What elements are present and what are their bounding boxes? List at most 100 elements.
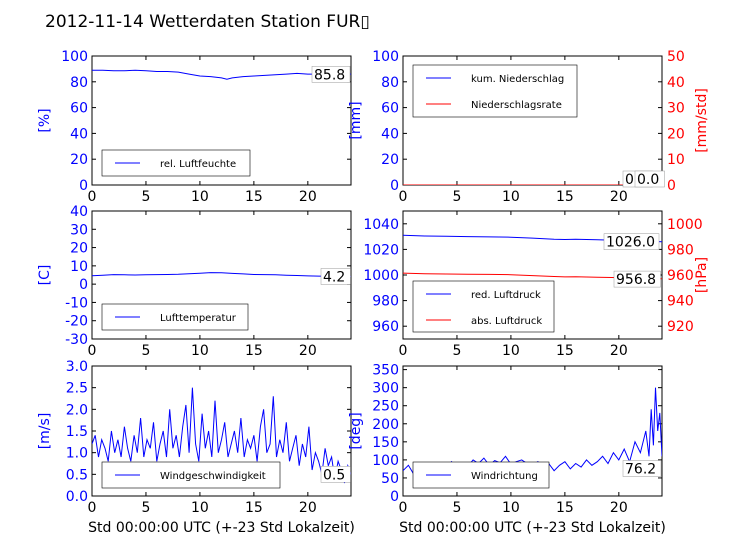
y-axis-label: [mm] xyxy=(348,101,364,139)
plot-frame xyxy=(91,55,352,186)
y-tick-label: 1040 xyxy=(363,217,399,233)
y-tick-label: -20 xyxy=(65,314,88,330)
value-label: 76.2 xyxy=(625,461,656,477)
y-tick-label: 2.0 xyxy=(66,402,88,418)
x-tick-label: 20 xyxy=(610,343,628,359)
x-tick-label: 15 xyxy=(556,500,574,516)
legend-entry: red. Luftdruck xyxy=(471,290,541,301)
y-right-axis-label: [mm/std] xyxy=(694,88,710,153)
y-tick-label: 1020 xyxy=(363,242,399,258)
x-tick-label: 10 xyxy=(502,343,520,359)
y-axis-label: [%] xyxy=(37,108,53,132)
x-axis-label: Std 00:00:00 UTC (+-23 Std Lokalzeit) xyxy=(399,520,666,536)
x-tick-label: 0 xyxy=(399,343,408,359)
value-label: 85.8 xyxy=(314,67,345,83)
x-tick-label: 0 xyxy=(399,500,408,516)
y-right-tick-label: 1000 xyxy=(667,217,703,233)
plot-frame xyxy=(402,365,663,497)
panel-pressure: 0 5 10 15 20 960 980 1000 1020 1040 920 940 960 980 10… xyxy=(363,210,710,359)
y-tick-label: 0.0 xyxy=(66,489,88,505)
y-tick-label: -30 xyxy=(65,332,88,348)
y-tick-label: 350 xyxy=(372,363,399,379)
series-line-humidity-0 xyxy=(92,69,351,80)
y-axis-label: [C] xyxy=(37,265,53,286)
value-label-box xyxy=(622,460,662,477)
value-label: 4.2 xyxy=(323,269,345,285)
y-right-tick-label: 30 xyxy=(667,101,685,117)
y-tick-label: 20 xyxy=(381,152,399,168)
x-tick-label: 20 xyxy=(299,343,317,359)
y-tick-label: 0.5 xyxy=(66,467,88,483)
y-tick-label: 0 xyxy=(79,277,88,293)
y-tick-label: 80 xyxy=(70,75,88,91)
legend-box xyxy=(412,64,578,118)
y-tick-label: 100 xyxy=(61,49,88,65)
x-tick-label: 15 xyxy=(245,343,263,359)
x-tick-label: 5 xyxy=(452,189,461,205)
y-tick-label: 150 xyxy=(372,435,399,451)
x-tick-label: 15 xyxy=(245,189,263,205)
y-right-tick-label: 980 xyxy=(667,242,694,258)
series-line-temperature-0 xyxy=(92,272,351,277)
y-tick-label: 0 xyxy=(79,178,88,194)
y-tick-label: 0 xyxy=(390,178,399,194)
y-tick-label: 40 xyxy=(381,126,399,142)
x-tick-label: 10 xyxy=(191,189,209,205)
y-tick-label: 3.0 xyxy=(66,359,88,375)
y-tick-label: 60 xyxy=(381,101,399,117)
legend-entry: kum. Niederschlag xyxy=(471,74,564,85)
value-label-box xyxy=(634,170,665,188)
y-right-tick-label: 10 xyxy=(667,152,685,168)
x-tick-label: 15 xyxy=(556,189,574,205)
x-tick-label: 10 xyxy=(191,500,209,516)
legend-entry: Lufttemperatur xyxy=(160,313,237,324)
y-tick-label: 50 xyxy=(381,471,399,487)
x-tick-label: 15 xyxy=(245,500,263,516)
y-right-tick-label: 40 xyxy=(667,75,685,91)
y-right-axis-label: [hPa] xyxy=(694,257,710,293)
y-tick-label: 100 xyxy=(372,453,399,469)
y-tick-label: 40 xyxy=(70,126,88,142)
legend-entry: Windrichtung xyxy=(471,471,538,482)
value-label-box xyxy=(311,66,351,83)
y-right-tick-label: 20 xyxy=(667,126,685,142)
value-label-box xyxy=(320,268,351,285)
panel-precipitation: 0 5 10 15 20 0 20 40 60 80 100 0 10 20 30 40 50 [mm] [mm/s… xyxy=(348,49,710,205)
value-label-box xyxy=(603,233,660,250)
x-tick-label: 5 xyxy=(141,189,150,205)
x-axis-label: Std 00:00:00 UTC (+-23 Std Lokalzeit) xyxy=(88,520,355,536)
legend-entry: Niederschlagsrate xyxy=(471,100,562,111)
y-tick-label: 1.5 xyxy=(66,424,88,440)
x-tick-label: 5 xyxy=(452,500,461,516)
x-tick-label: 5 xyxy=(141,343,150,359)
y-right-tick-label: 960 xyxy=(667,268,694,284)
y-right-tick-label: 0 xyxy=(667,178,676,194)
series-line-windspeed-0 xyxy=(92,387,351,484)
value-label: 1026.0 xyxy=(606,235,655,251)
x-tick-label: 10 xyxy=(502,500,520,516)
value-label-box xyxy=(320,466,351,483)
value-label: 0.0 xyxy=(637,172,659,188)
x-tick-label: 15 xyxy=(556,343,574,359)
panel-temperature: 0 5 10 15 20 -30 -20 -10 0 10 20 30 40 [C] Lufttempera… xyxy=(37,204,352,359)
y-tick-label: 1.0 xyxy=(66,446,88,462)
panel-humidity: 0 5 10 15 20 0 20 40 60 80 100 [%] rel. Luftfeuchte 8… xyxy=(37,49,352,205)
x-tick-label: 0 xyxy=(88,343,97,359)
value-label-box xyxy=(613,270,661,288)
y-tick-label: 980 xyxy=(372,294,399,310)
figure-title: 2012-11-14 Wetterdaten Station FUR▯ xyxy=(45,12,370,32)
y-right-tick-label: 940 xyxy=(667,294,694,310)
y-tick-label: 2.5 xyxy=(66,381,88,397)
x-tick-label: 0 xyxy=(88,189,97,205)
x-tick-label: 10 xyxy=(191,343,209,359)
y-tick-label: -10 xyxy=(65,295,88,311)
x-tick-label: 0 xyxy=(399,189,408,205)
panel-windspeed: 0 5 10 15 20 0.0 0.5 1.0 1.5 2.0 2.5 3.0 [m/s] Std 00… xyxy=(37,359,355,536)
y-axis-label: [deg] xyxy=(348,412,364,449)
y-tick-label: 300 xyxy=(372,381,399,397)
plot-frame xyxy=(91,210,352,340)
x-tick-label: 5 xyxy=(141,500,150,516)
y-tick-label: 200 xyxy=(372,417,399,433)
